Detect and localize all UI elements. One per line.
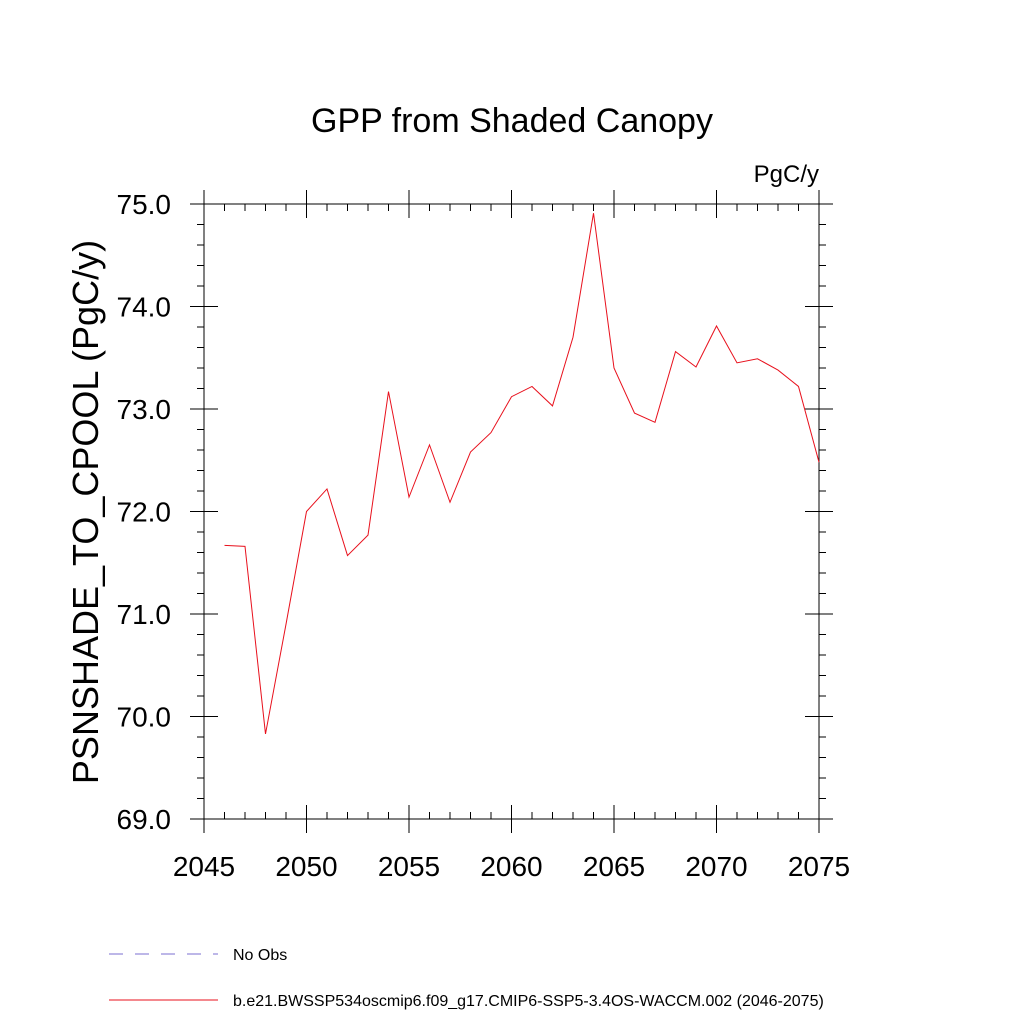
y-tick-label: 75.0	[117, 189, 172, 220]
plot-frame	[203, 203, 820, 820]
y-tick-label: 72.0	[117, 497, 172, 528]
legend: No Obs b.e21.BWSSP534oscmip6.f09_g17.CMIP…	[109, 947, 824, 1010]
y-axis-label: PSNSHADE_TO_CPOOL (PgC/y)	[65, 240, 106, 784]
x-tick-label: 2060	[480, 851, 542, 882]
legend-label: b.e21.BWSSP534oscmip6.f09_g17.CMIP6-SSP5…	[233, 993, 824, 1010]
minor-ticks	[197, 204, 826, 819]
units-label: PgC/y	[754, 161, 819, 188]
y-tick-label: 73.0	[117, 394, 172, 425]
chart-title: GPP from Shaded Canopy	[311, 102, 713, 140]
y-tick-label: 74.0	[117, 292, 172, 323]
legend-label: No Obs	[233, 947, 287, 964]
series-line	[224, 213, 820, 735]
x-tick-label: 2075	[788, 851, 850, 882]
y-tick-label: 71.0	[117, 599, 172, 630]
x-tick-label: 2070	[685, 851, 747, 882]
series-group	[224, 213, 820, 735]
x-tick-label: 2050	[275, 851, 337, 882]
x-tick-label: 2055	[378, 851, 440, 882]
y-tick-label: 69.0	[117, 804, 172, 835]
major-ticks	[190, 190, 833, 833]
x-tick-label: 2065	[583, 851, 645, 882]
y-tick-label: 70.0	[117, 702, 172, 733]
tick-labels: 2045 2050 2055 2060 2065 2070 2075 69.0 70.0 71.0…	[117, 189, 851, 882]
x-tick-label: 2045	[173, 851, 235, 882]
